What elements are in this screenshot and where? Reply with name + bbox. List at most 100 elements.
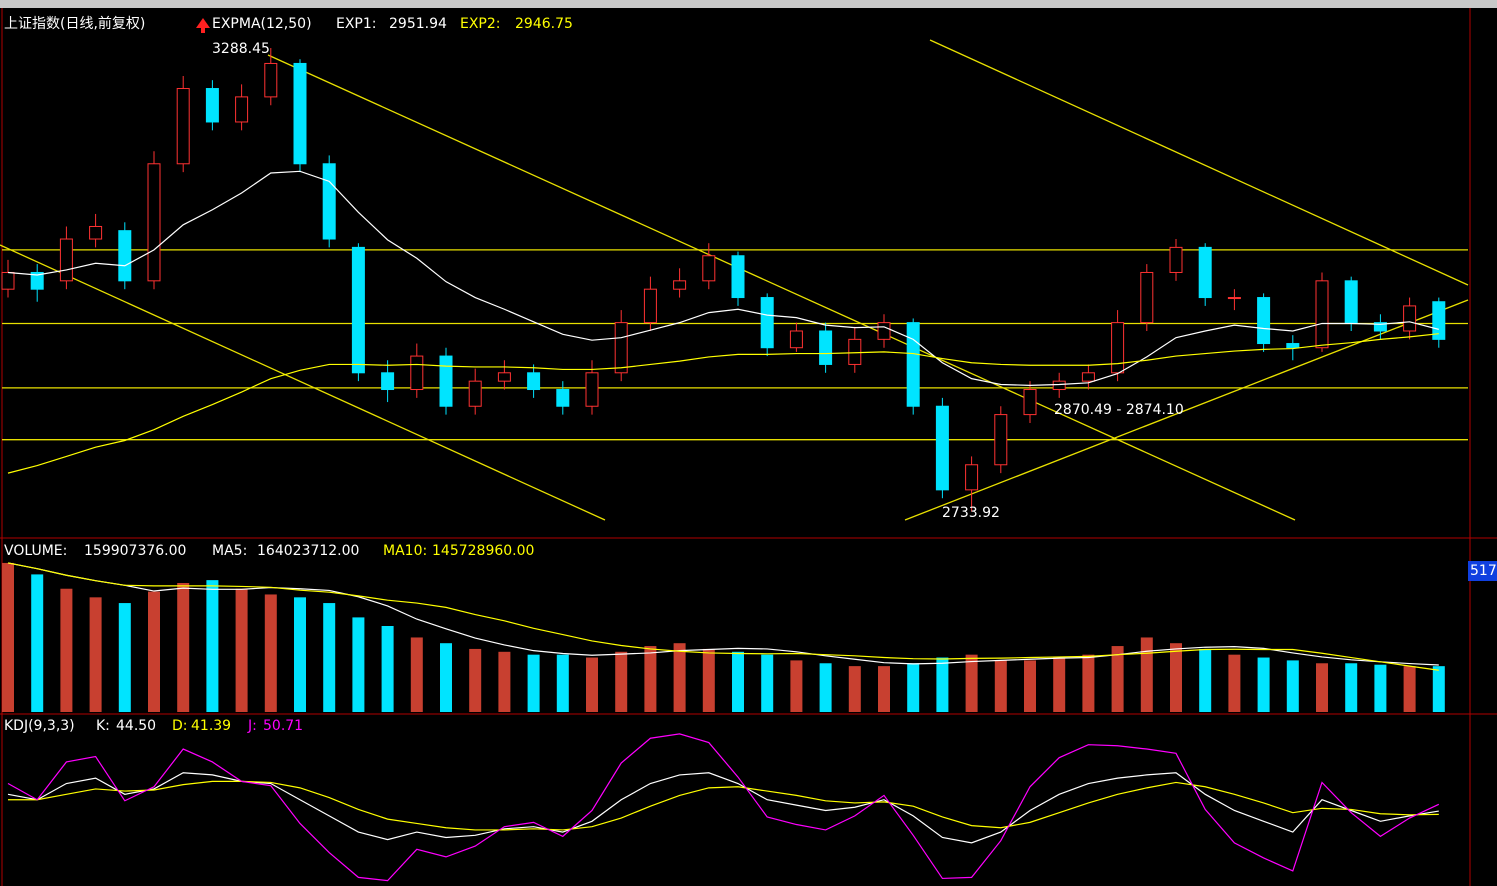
- volume-bar: [1199, 648, 1212, 712]
- candle-body: [673, 280, 687, 290]
- trend-line: [267, 54, 1296, 521]
- candle-body: [877, 322, 891, 340]
- volume-bar: [965, 654, 978, 712]
- volume-bar: [177, 583, 190, 712]
- trend-line: [0, 244, 606, 521]
- indicator-line: [7, 733, 1440, 882]
- candle-body: [848, 338, 862, 365]
- volume-bar: [1140, 637, 1153, 712]
- panel-title: VOLUME:: [4, 543, 67, 559]
- volume-bar: [702, 648, 715, 712]
- volume-bar: [907, 663, 920, 712]
- indicator-line: [7, 170, 1439, 386]
- candle-body: [760, 297, 774, 349]
- candle-body: [1052, 380, 1066, 391]
- arrow-icon: [196, 18, 210, 33]
- volume-bar: [381, 626, 394, 712]
- volume-bar: [206, 580, 219, 712]
- volume-bar: [1403, 666, 1416, 712]
- volume-bar: [1228, 654, 1241, 712]
- volume-bar: [352, 617, 365, 712]
- candle-body: [59, 238, 73, 282]
- trend-line: [904, 299, 1469, 521]
- legend-value: 41.39: [191, 718, 231, 734]
- volume-bar: [1345, 663, 1358, 712]
- volume-bar: [31, 574, 44, 712]
- candle-body: [906, 322, 920, 407]
- volume-bar: [790, 660, 803, 712]
- indicator-line: [7, 562, 1439, 666]
- candle-body: [1403, 305, 1417, 332]
- trend-lines: [0, 39, 1469, 521]
- volume-bar: [732, 651, 744, 712]
- annotation: 2870.49 - 2874.10: [1054, 402, 1184, 418]
- volume-bar: [527, 654, 540, 712]
- candle-body: [351, 246, 365, 374]
- volume-bar: [60, 588, 73, 712]
- candle-body: [1140, 271, 1154, 324]
- legend-value: 145728960.00: [432, 543, 534, 559]
- legend-value: 44.50: [116, 718, 156, 734]
- volume-bar: [1432, 666, 1445, 712]
- legend-label: J:: [247, 718, 257, 734]
- volume-bar: [323, 603, 336, 712]
- candle-body: [731, 255, 745, 299]
- legend-label: MA10:: [383, 543, 427, 559]
- axis-label: 517: [1470, 563, 1497, 579]
- legend-value: 164023712.00: [257, 543, 359, 559]
- volume-bar: [644, 646, 657, 712]
- candle-body: [1257, 297, 1271, 345]
- volume-bar: [878, 666, 890, 712]
- volume-bar: [819, 663, 832, 712]
- candle-body: [235, 96, 249, 123]
- volume-bar: [615, 651, 628, 712]
- candle-body: [702, 255, 716, 282]
- candle-body: [965, 464, 979, 491]
- annotation: 3288.45: [212, 41, 270, 57]
- candle-body: [322, 163, 336, 240]
- volume-bar: [761, 654, 774, 712]
- legend-label: K:: [96, 718, 110, 734]
- candle-body: [381, 372, 395, 391]
- legend-value: 2951.94: [389, 16, 447, 32]
- candle-body: [176, 88, 190, 165]
- volume-bar: [498, 651, 511, 712]
- tab-bar: [0, 0, 1497, 8]
- candle-body: [118, 230, 132, 282]
- candle-body: [410, 355, 424, 391]
- indicator-name: EXPMA(12,50): [212, 16, 312, 32]
- candle-body: [935, 405, 949, 491]
- indicator-line: [7, 562, 1439, 671]
- candle-body: [30, 271, 44, 290]
- candle-body: [264, 62, 278, 98]
- indicator-line: [7, 333, 1439, 474]
- candle-body: [1315, 280, 1329, 349]
- candle-body: [614, 322, 628, 374]
- volume-bar: [294, 597, 306, 712]
- candle-body: [1081, 372, 1095, 382]
- candle-body: [819, 330, 833, 365]
- axis-badge: [1468, 561, 1497, 581]
- volume-bar: [1316, 663, 1328, 712]
- candle-body: [293, 62, 307, 165]
- volume-bar: [1257, 657, 1270, 712]
- volume-bar: [1082, 654, 1095, 712]
- volume-bar: [848, 666, 861, 712]
- candle-body: [1373, 322, 1387, 332]
- volume-bar: [936, 657, 949, 712]
- volume-bar: [1024, 660, 1036, 712]
- candle-body: [1169, 246, 1183, 273]
- legend-value: 159907376.00: [84, 543, 186, 559]
- volume-bar: [410, 637, 423, 712]
- candle-body: [556, 389, 570, 407]
- volume-bar: [2, 562, 14, 712]
- candle-body: [1, 271, 15, 290]
- volume-bar: [1374, 664, 1387, 712]
- candle-body: [1344, 280, 1358, 324]
- volume-bar: [264, 594, 277, 712]
- volume-bar: [586, 657, 598, 712]
- candle-body: [497, 372, 511, 382]
- legend-label: EXP2:: [460, 16, 501, 32]
- volume-bar: [1286, 660, 1299, 712]
